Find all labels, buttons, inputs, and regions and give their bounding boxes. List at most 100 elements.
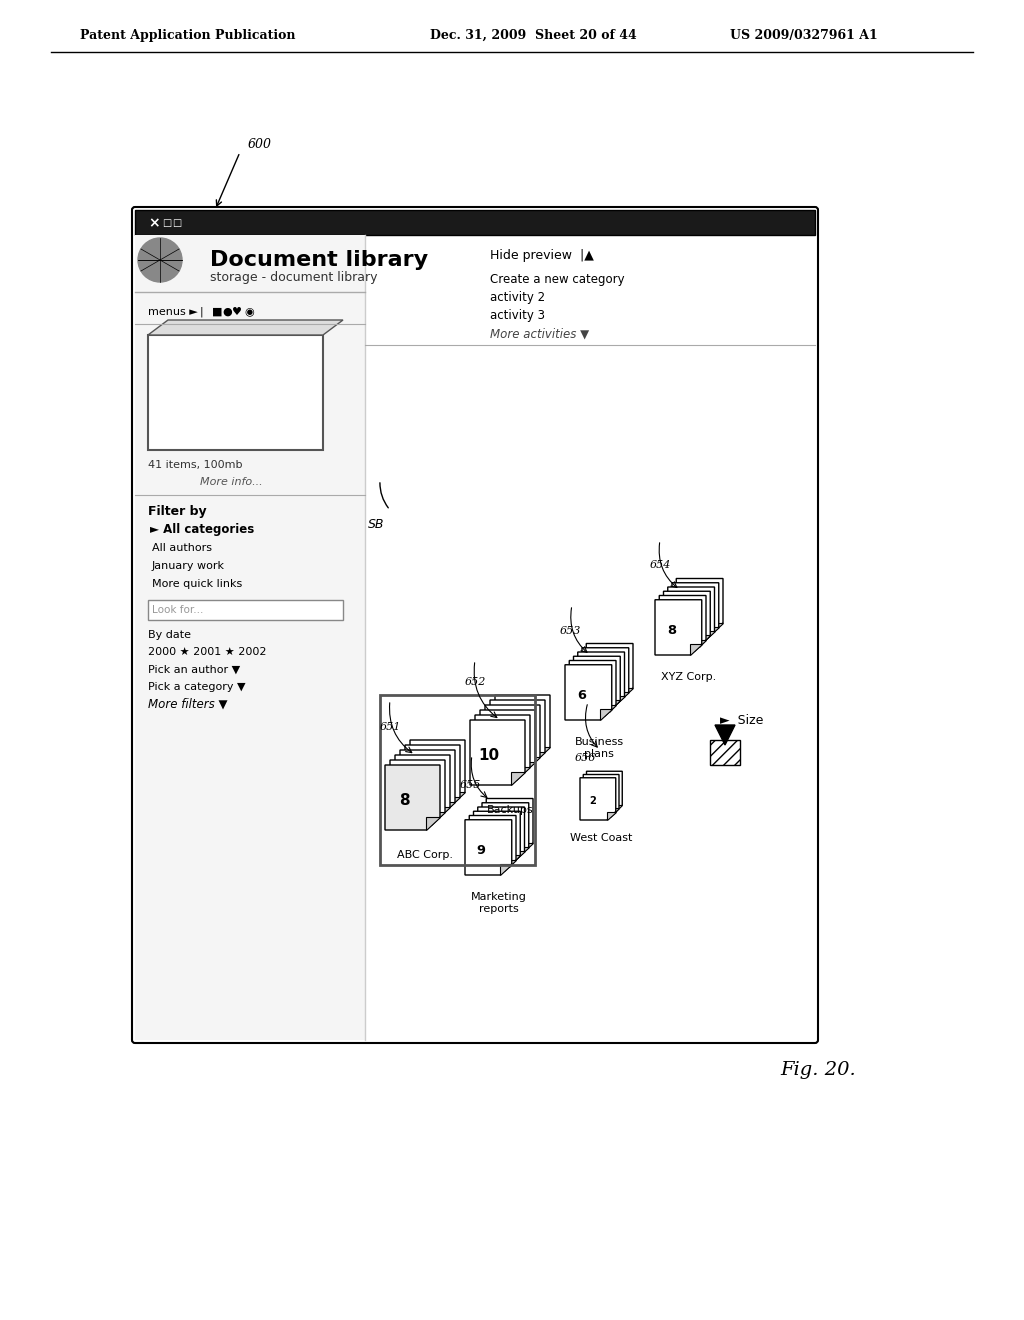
Polygon shape xyxy=(410,741,465,805)
Polygon shape xyxy=(569,660,616,715)
Text: January work: January work xyxy=(152,561,225,572)
Text: 653: 653 xyxy=(560,626,582,635)
Text: Pick a category ▼: Pick a category ▼ xyxy=(148,682,246,692)
Polygon shape xyxy=(465,820,512,875)
Text: Business
plans: Business plans xyxy=(574,737,624,759)
Text: XYZ Corp.: XYZ Corp. xyxy=(662,672,717,682)
Polygon shape xyxy=(475,715,530,780)
Polygon shape xyxy=(486,799,534,854)
Polygon shape xyxy=(664,591,711,647)
FancyBboxPatch shape xyxy=(132,207,818,1043)
Polygon shape xyxy=(395,755,450,820)
Polygon shape xyxy=(469,816,516,871)
Text: menus ►: menus ► xyxy=(148,308,198,317)
Polygon shape xyxy=(608,701,621,711)
Polygon shape xyxy=(655,599,701,655)
Polygon shape xyxy=(707,627,719,638)
Text: 655: 655 xyxy=(460,780,481,791)
Polygon shape xyxy=(490,700,545,766)
Text: ×: × xyxy=(148,216,160,230)
Polygon shape xyxy=(537,747,550,760)
Polygon shape xyxy=(600,709,611,719)
Text: ► All categories: ► All categories xyxy=(150,524,254,536)
Text: 6: 6 xyxy=(577,689,586,702)
Polygon shape xyxy=(715,725,735,744)
Text: More quick links: More quick links xyxy=(152,579,243,589)
Text: activity 2: activity 2 xyxy=(490,292,545,305)
Polygon shape xyxy=(676,578,723,634)
Text: More activities ▼: More activities ▼ xyxy=(490,327,589,341)
Text: US 2009/0327961 A1: US 2009/0327961 A1 xyxy=(730,29,878,41)
Text: □: □ xyxy=(172,218,181,228)
Polygon shape xyxy=(617,692,629,704)
Polygon shape xyxy=(531,752,545,766)
Polygon shape xyxy=(446,797,460,810)
Polygon shape xyxy=(431,812,445,825)
Text: More filters ▼: More filters ▼ xyxy=(148,697,227,710)
Polygon shape xyxy=(659,595,706,651)
Polygon shape xyxy=(511,772,525,785)
Polygon shape xyxy=(517,847,528,858)
Text: Backups: Backups xyxy=(486,805,534,814)
Polygon shape xyxy=(500,865,512,875)
Polygon shape xyxy=(622,688,633,698)
Polygon shape xyxy=(698,635,711,647)
Polygon shape xyxy=(526,756,540,770)
Polygon shape xyxy=(610,808,618,817)
Text: 651: 651 xyxy=(380,722,401,733)
Text: 2: 2 xyxy=(589,796,596,807)
Text: Dec. 31, 2009  Sheet 20 of 44: Dec. 31, 2009 Sheet 20 of 44 xyxy=(430,29,637,41)
Polygon shape xyxy=(604,705,616,715)
Text: 2000 ★ 2001 ★ 2002: 2000 ★ 2001 ★ 2002 xyxy=(148,647,266,657)
Text: ABC Corp.: ABC Corp. xyxy=(397,850,453,861)
Text: 41 items, 100mb: 41 items, 100mb xyxy=(148,459,243,470)
Polygon shape xyxy=(578,652,625,708)
Polygon shape xyxy=(613,805,623,813)
Text: 9: 9 xyxy=(477,843,485,857)
Text: Marketing
reports: Marketing reports xyxy=(471,892,527,913)
Polygon shape xyxy=(478,807,524,862)
Text: 600: 600 xyxy=(248,139,272,152)
Polygon shape xyxy=(390,760,445,825)
Polygon shape xyxy=(482,803,528,858)
Bar xyxy=(148,601,343,620)
Text: ►  Size: ► Size xyxy=(720,714,763,726)
Text: 8: 8 xyxy=(667,623,676,636)
Polygon shape xyxy=(485,705,540,770)
Polygon shape xyxy=(672,582,719,638)
Polygon shape xyxy=(426,817,440,830)
Bar xyxy=(135,235,365,1040)
Polygon shape xyxy=(690,644,701,655)
Polygon shape xyxy=(668,587,715,643)
Bar xyxy=(710,741,740,766)
Polygon shape xyxy=(406,744,460,810)
Text: ■: ■ xyxy=(212,308,222,317)
Polygon shape xyxy=(470,719,525,785)
Text: West Coast: West Coast xyxy=(570,833,632,843)
Text: SB: SB xyxy=(368,519,384,532)
Text: ◉: ◉ xyxy=(244,308,254,317)
Polygon shape xyxy=(521,762,535,775)
Polygon shape xyxy=(385,766,440,830)
Text: Look for...: Look for... xyxy=(152,605,204,615)
Polygon shape xyxy=(436,807,450,820)
Polygon shape xyxy=(580,777,615,820)
Polygon shape xyxy=(513,851,524,862)
Polygon shape xyxy=(148,319,343,335)
Text: ●: ● xyxy=(222,308,231,317)
Text: □: □ xyxy=(162,218,171,228)
Circle shape xyxy=(138,238,182,282)
Text: ♥: ♥ xyxy=(232,308,242,317)
Text: 10: 10 xyxy=(478,748,500,763)
Text: Filter by: Filter by xyxy=(148,506,207,519)
Polygon shape xyxy=(573,656,621,711)
Text: All authors: All authors xyxy=(152,543,212,553)
Text: Create a new category: Create a new category xyxy=(490,273,625,286)
Bar xyxy=(148,335,323,450)
Text: storage - document library: storage - document library xyxy=(210,272,378,285)
Polygon shape xyxy=(612,696,625,708)
Polygon shape xyxy=(504,859,516,871)
Polygon shape xyxy=(441,803,455,814)
Polygon shape xyxy=(400,750,455,814)
Text: More info...: More info... xyxy=(200,477,262,487)
